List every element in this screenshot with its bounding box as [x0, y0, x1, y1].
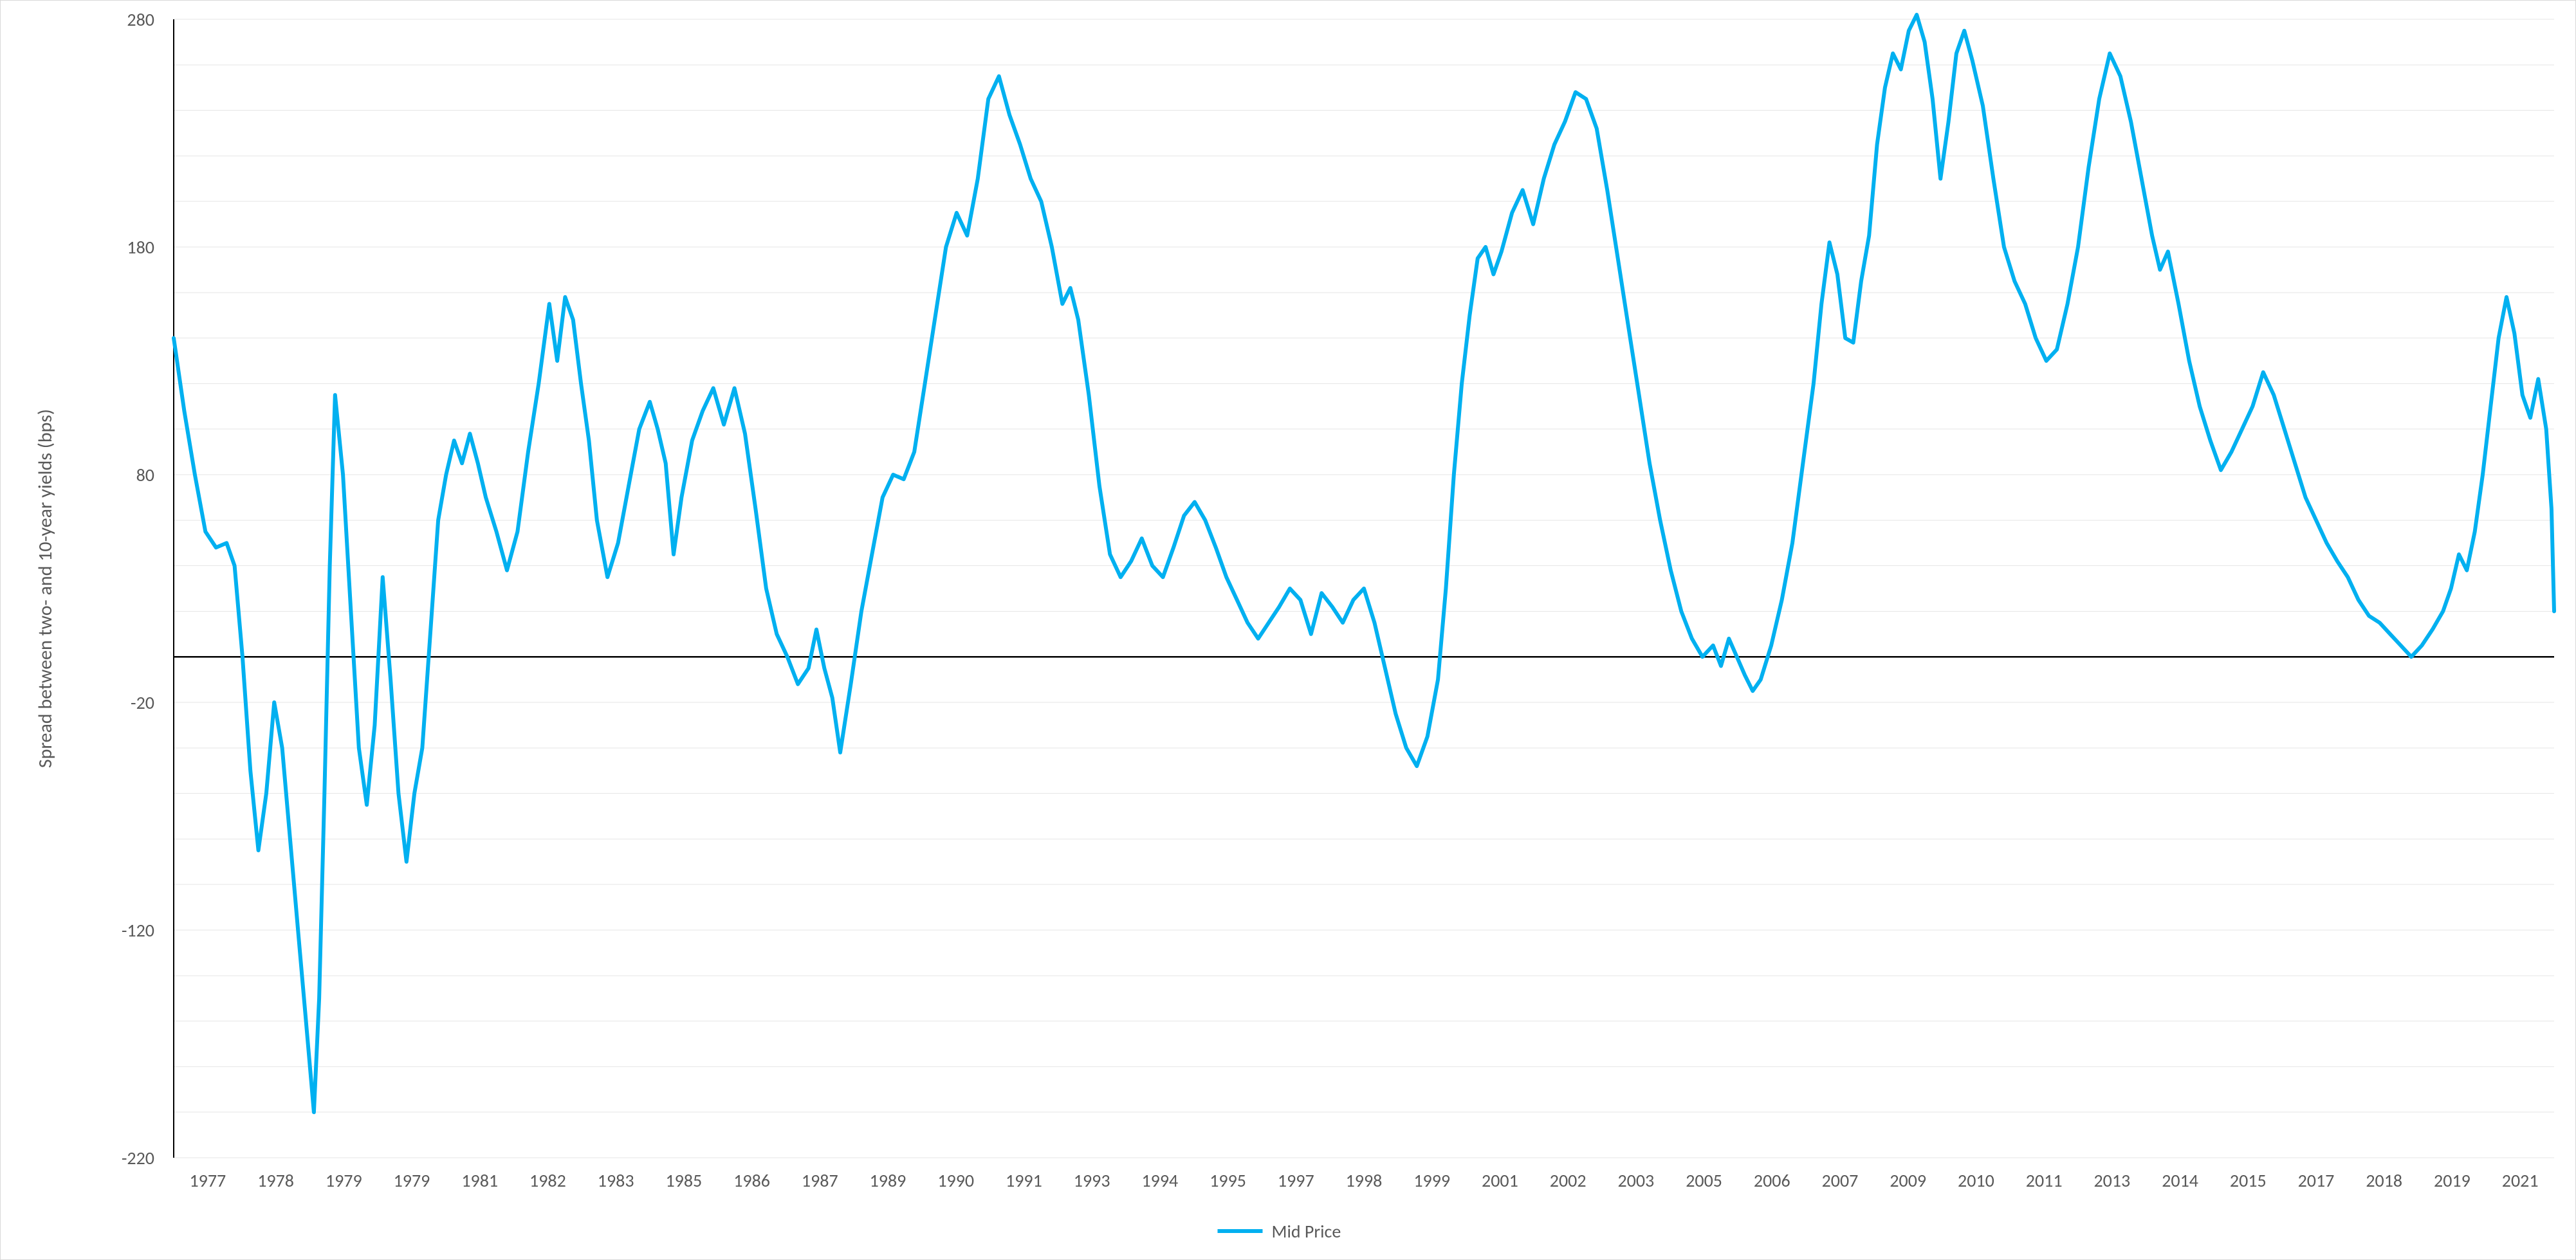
y-tick-label: 280: [127, 8, 154, 31]
x-tick-label: 1990: [937, 1169, 974, 1192]
x-tick-label: 1989: [870, 1169, 906, 1192]
y-tick-label: 80: [136, 464, 154, 486]
x-tick-label: 1979: [394, 1169, 430, 1192]
x-tick-label: 2006: [1754, 1169, 1790, 1192]
x-tick-label: 2014: [2162, 1169, 2198, 1192]
x-tick-label: 1991: [1006, 1169, 1042, 1192]
x-tick-label: 1993: [1074, 1169, 1110, 1192]
y-axis-title: Spread between two- and 10-year yields (…: [33, 409, 57, 768]
x-tick-label: 2021: [2502, 1169, 2539, 1192]
legend-label: Mid Price: [1272, 1220, 1341, 1243]
x-tick-label: 2017: [2298, 1169, 2335, 1192]
x-tick-label: 1987: [802, 1169, 838, 1192]
y-tick-label: -220: [122, 1147, 154, 1169]
x-tick-label: 2001: [1482, 1169, 1518, 1192]
x-tick-label: 1979: [326, 1169, 362, 1192]
x-tick-label: 2005: [1686, 1169, 1722, 1192]
x-tick-label: 2002: [1550, 1169, 1587, 1192]
y-tick-label: -120: [122, 919, 154, 942]
x-tick-label: 2007: [1822, 1169, 1859, 1192]
x-tick-label: 1977: [189, 1169, 226, 1192]
y-tick-label: -20: [131, 691, 154, 714]
x-tick-label: 1995: [1210, 1169, 1246, 1192]
x-tick-label: 2019: [2434, 1169, 2470, 1192]
x-tick-label: 2003: [1617, 1169, 1654, 1192]
x-tick-label: 2011: [2026, 1169, 2063, 1192]
x-tick-label: 1985: [665, 1169, 702, 1192]
x-tick-label: 2009: [1890, 1169, 1926, 1192]
x-tick-label: 2010: [1958, 1169, 1994, 1192]
x-tick-label: 2018: [2366, 1169, 2402, 1192]
x-tick-label: 1999: [1413, 1169, 1450, 1192]
x-tick-label: 1986: [733, 1169, 770, 1192]
x-tick-label: 1982: [529, 1169, 566, 1192]
x-tick-label: 1994: [1141, 1169, 1178, 1192]
yield-spread-chart: -220 -120 -20 80 180 280 Spread between two- a…: [0, 0, 2576, 1260]
x-tick-label: 1998: [1346, 1169, 1383, 1192]
x-tick-label: 1978: [257, 1169, 294, 1192]
x-tick-label: 2015: [2230, 1169, 2267, 1192]
x-tick-label: 1981: [461, 1169, 498, 1192]
x-tick-label: 1997: [1278, 1169, 1314, 1192]
y-tick-label: 180: [127, 236, 154, 259]
x-tick-label: 2013: [2093, 1169, 2130, 1192]
x-tick-label: 1983: [598, 1169, 634, 1192]
